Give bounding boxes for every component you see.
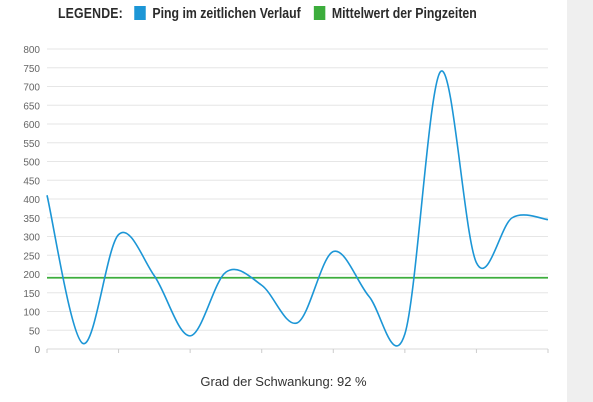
y-tick-label: 400 [23,195,40,206]
y-tick-label: 0 [34,345,40,356]
side-panel [567,0,593,402]
y-tick-label: 250 [23,251,40,262]
y-tick-label: 800 [23,45,40,56]
y-tick-label: 550 [23,139,40,150]
y-tick-label: 200 [23,270,40,281]
y-tick-label: 650 [23,101,40,112]
ping-line-chart: 0 50 100 150 200 250 300 350 400 450 500 550 600 650 7… [23,45,549,356]
y-tick-label: 500 [23,158,40,169]
legend-item-mean: Mittelwert der Pingzeiten [313,4,477,22]
legend-title: LEGENDE: [58,4,123,22]
y-tick-label: 600 [23,120,40,131]
y-tick-label: 700 [23,83,40,94]
y-tick-label: 450 [23,176,40,187]
fluctuation-degree-label: Grad der Schwankung: 92 % [200,374,367,389]
y-tick-label: 50 [29,326,41,337]
series-line-ping [46,70,549,347]
legend-label-mean: Mittelwert der Pingzeiten [331,4,477,22]
y-tick-label: 300 [23,233,40,244]
legend-label-ping: Ping im zeitlichen Verlauf [152,4,301,22]
legend-swatch-mean [313,6,326,20]
legend-swatch-ping [134,6,146,20]
y-tick-label: 150 [23,289,40,300]
y-tick-label: 350 [23,214,40,225]
chart-legend: LEGENDE: Ping im zeitlichen Verlauf Mitt… [58,3,490,23]
y-tick-label: 100 [23,308,40,319]
legend-item-ping: Ping im zeitlichen Verlauf [134,4,301,22]
y-tick-label: 750 [23,64,40,75]
